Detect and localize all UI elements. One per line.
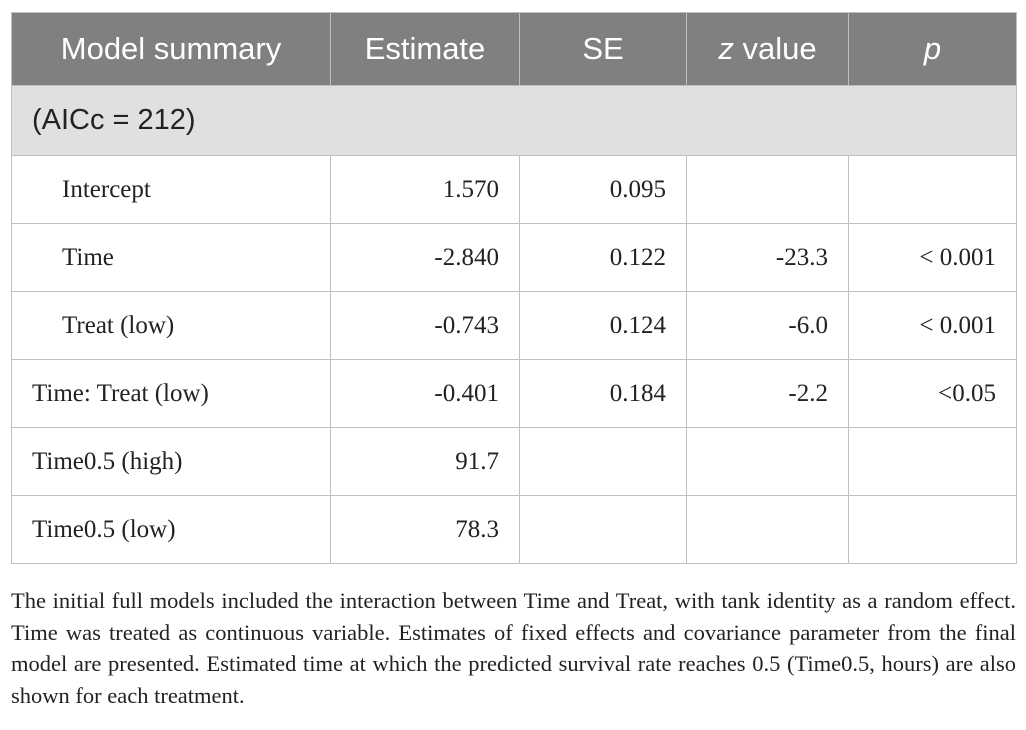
- header-cell: p: [848, 12, 1017, 86]
- cell: < 0.001: [848, 223, 1017, 292]
- header-cell: Estimate: [330, 12, 520, 86]
- header-text: z: [718, 31, 734, 66]
- cell: 0.095: [519, 155, 687, 224]
- row-label: Treat (low): [11, 291, 331, 360]
- cell: -23.3: [686, 223, 849, 292]
- table-row: Treat (low) -0.743 0.124 -6.0 < 0.001: [11, 291, 1017, 360]
- cell: 1.570: [330, 155, 520, 224]
- table-row: Time0.5 (high) 91.7: [11, 427, 1017, 496]
- results-table: Model summary Estimate SE z value p (AICc = …: [11, 12, 1017, 564]
- cell: [686, 495, 849, 564]
- cell: 78.3: [330, 495, 520, 564]
- table-row: Time: Treat (low) -0.401 0.184 -2.2 <0.05: [11, 359, 1017, 428]
- table-header: Model summary Estimate SE z value p: [11, 12, 1017, 86]
- cell: 0.122: [519, 223, 687, 292]
- cell: [686, 155, 849, 224]
- cell: -0.401: [330, 359, 520, 428]
- cell: 0.184: [519, 359, 687, 428]
- table-row: Time -2.840 0.122 -23.3 < 0.001: [11, 223, 1017, 292]
- header-text: SE: [582, 31, 624, 66]
- cell: <0.05: [848, 359, 1017, 428]
- cell: 0.124: [519, 291, 687, 360]
- header-cell: z value: [686, 12, 849, 86]
- cell: [848, 495, 1017, 564]
- cell: [848, 155, 1017, 224]
- header-cell: SE: [519, 12, 687, 86]
- section-label: (AICc = 212): [11, 85, 1017, 156]
- cell: [519, 427, 687, 496]
- cell: -6.0: [686, 291, 849, 360]
- cell: -2.2: [686, 359, 849, 428]
- row-label: Time: [11, 223, 331, 292]
- cell: -2.840: [330, 223, 520, 292]
- cell: 91.7: [330, 427, 520, 496]
- cell: -0.743: [330, 291, 520, 360]
- row-label: Intercept: [11, 155, 331, 224]
- header-text: p: [923, 31, 942, 66]
- row-label: Time: Treat (low): [11, 359, 331, 428]
- cell: < 0.001: [848, 291, 1017, 360]
- row-label: Time0.5 (high): [11, 427, 331, 496]
- header-text: Estimate: [364, 31, 486, 66]
- cell: [519, 495, 687, 564]
- footnote: The initial full models included the int…: [11, 588, 1016, 708]
- table-body: (AICc = 212) Intercept 1.570 0.095 Time -2.8…: [11, 85, 1017, 564]
- section-row: (AICc = 212): [11, 85, 1017, 156]
- table-row: Time0.5 (low) 78.3: [11, 495, 1017, 564]
- header-text: value: [733, 31, 817, 66]
- cell: [686, 427, 849, 496]
- row-label: Time0.5 (low): [11, 495, 331, 564]
- cell: [848, 427, 1017, 496]
- header-text: Model summary: [60, 31, 282, 66]
- header-row: Model summary Estimate SE z value p: [11, 12, 1017, 86]
- header-cell: Model summary: [11, 12, 331, 86]
- table-row: Intercept 1.570 0.095: [11, 155, 1017, 224]
